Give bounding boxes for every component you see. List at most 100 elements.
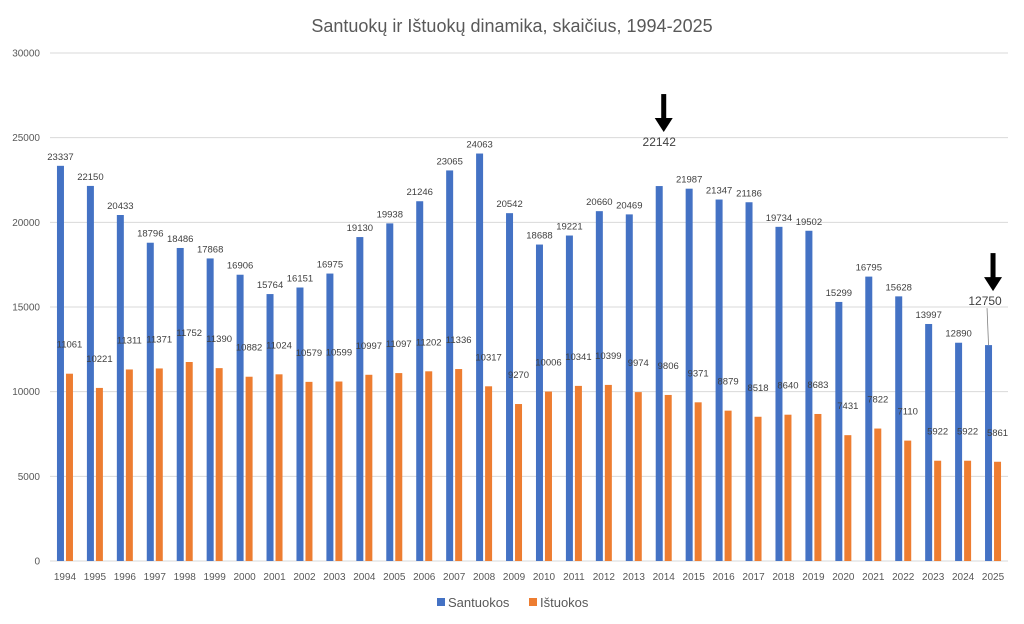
x-tick-label: 2008 bbox=[473, 572, 496, 583]
data-label: 5922 bbox=[927, 427, 948, 438]
bar-santuokos bbox=[326, 273, 334, 561]
data-label: 10221 bbox=[86, 354, 112, 365]
data-label: 22150 bbox=[77, 172, 103, 183]
x-tick-label: 2012 bbox=[593, 572, 616, 583]
data-label: 16975 bbox=[317, 260, 343, 271]
bar-i-tuokos bbox=[724, 410, 732, 561]
y-tick-label: 15000 bbox=[12, 303, 40, 314]
bar-santuokos bbox=[535, 244, 543, 561]
bar-i-tuokos bbox=[964, 460, 972, 561]
bar-santuokos bbox=[356, 237, 364, 561]
bars bbox=[56, 153, 1002, 562]
bar-i-tuokos bbox=[994, 461, 1002, 561]
data-label: 7110 bbox=[898, 407, 918, 418]
data-label: 20433 bbox=[107, 201, 133, 212]
x-axis-ticks: 1994 1995 1996 1997 1998 1999 2000 2001 2002 2003… bbox=[54, 572, 1005, 583]
data-label: 20542 bbox=[496, 199, 522, 210]
x-tick-label: 2025 bbox=[982, 572, 1005, 583]
data-labels: 23337 11061 22150 10221 20433 11311 18796 11371… bbox=[47, 135, 1008, 439]
y-tick-label: 20000 bbox=[12, 218, 40, 229]
x-tick-label: 2011 bbox=[563, 572, 585, 583]
data-label: 16795 bbox=[856, 263, 882, 274]
bar-santuokos bbox=[266, 294, 274, 561]
highlighted-data-label: 12750 bbox=[968, 294, 1002, 308]
arrow-shaft bbox=[661, 94, 667, 121]
bar-i-tuokos bbox=[215, 368, 223, 561]
gridlines bbox=[50, 52, 1008, 562]
bar-i-tuokos bbox=[754, 416, 762, 561]
chart-title: Santuokų ir Ištuokų dinamika, skaičius, … bbox=[311, 16, 712, 36]
data-label: 11752 bbox=[176, 328, 202, 339]
data-label: 18796 bbox=[137, 229, 163, 240]
data-label: 19734 bbox=[766, 213, 792, 224]
bar-i-tuokos bbox=[934, 460, 942, 561]
bar-santuokos bbox=[476, 153, 484, 561]
highlighted-data-label: 22142 bbox=[643, 135, 677, 149]
leader-line bbox=[986, 308, 989, 346]
x-tick-label: 2013 bbox=[623, 572, 646, 583]
bar-santuokos bbox=[416, 201, 424, 561]
bar-i-tuokos bbox=[694, 402, 702, 561]
bar-i-tuokos bbox=[65, 373, 73, 561]
data-label: 15628 bbox=[886, 282, 912, 293]
x-tick-label: 2009 bbox=[503, 572, 526, 583]
data-label: 7822 bbox=[867, 395, 888, 406]
bar-i-tuokos bbox=[604, 384, 612, 561]
data-label: 18688 bbox=[526, 231, 552, 242]
x-tick-label: 2006 bbox=[413, 572, 436, 583]
data-label: 9371 bbox=[688, 368, 709, 379]
data-label: 19502 bbox=[796, 217, 822, 228]
bar-santuokos bbox=[565, 235, 573, 561]
bar-santuokos bbox=[985, 345, 993, 561]
data-label: 21347 bbox=[706, 186, 732, 197]
bar-i-tuokos bbox=[365, 374, 373, 561]
y-tick-label: 0 bbox=[34, 557, 40, 568]
bar-santuokos bbox=[446, 170, 454, 561]
bar-i-tuokos bbox=[125, 369, 133, 561]
x-tick-label: 2002 bbox=[293, 572, 316, 583]
x-tick-label: 2010 bbox=[533, 572, 556, 583]
bar-i-tuokos bbox=[455, 369, 463, 561]
data-label: 10341 bbox=[565, 352, 591, 363]
y-tick-label: 10000 bbox=[12, 387, 40, 398]
data-label: 10882 bbox=[236, 343, 262, 354]
data-label: 8640 bbox=[777, 381, 798, 392]
arrow-shaft bbox=[990, 253, 996, 280]
x-tick-label: 1995 bbox=[84, 572, 107, 583]
data-label: 7431 bbox=[837, 401, 858, 412]
y-tick-label: 25000 bbox=[12, 133, 40, 144]
x-tick-label: 2014 bbox=[653, 572, 676, 583]
legend: Santuokos Ištuokos bbox=[437, 595, 589, 610]
bar-santuokos bbox=[625, 214, 633, 561]
bar-santuokos bbox=[895, 296, 903, 561]
bar-i-tuokos bbox=[395, 373, 403, 561]
x-tick-label: 2018 bbox=[772, 572, 795, 583]
bar-santuokos bbox=[805, 230, 813, 562]
bar-i-tuokos bbox=[335, 381, 343, 561]
data-label: 9974 bbox=[628, 358, 649, 369]
y-axis-ticks: 0 5000 10000 15000 20000 25000 30000 bbox=[12, 49, 40, 568]
data-label: 9270 bbox=[508, 370, 529, 381]
bar-santuokos bbox=[715, 199, 723, 561]
data-label: 18486 bbox=[167, 234, 193, 245]
data-label: 21246 bbox=[407, 187, 433, 198]
data-label: 23337 bbox=[47, 152, 73, 163]
bar-santuokos bbox=[296, 287, 304, 561]
legend-label: Ištuokos bbox=[540, 595, 589, 610]
data-label: 17868 bbox=[197, 244, 223, 255]
data-label: 5922 bbox=[957, 427, 978, 438]
data-label: 11311 bbox=[117, 335, 142, 346]
data-label: 24063 bbox=[466, 140, 492, 151]
x-tick-label: 1994 bbox=[54, 572, 77, 583]
x-tick-label: 2015 bbox=[683, 572, 706, 583]
data-label: 5861 bbox=[987, 428, 1008, 439]
data-label: 11371 bbox=[146, 334, 172, 345]
data-label: 10997 bbox=[356, 341, 382, 352]
bar-i-tuokos bbox=[515, 404, 523, 561]
annotations bbox=[654, 94, 1003, 292]
y-tick-label: 5000 bbox=[18, 472, 41, 483]
x-tick-label: 1998 bbox=[174, 572, 197, 583]
arrow-down-icon bbox=[984, 277, 1003, 292]
bar-santuokos bbox=[655, 186, 663, 561]
